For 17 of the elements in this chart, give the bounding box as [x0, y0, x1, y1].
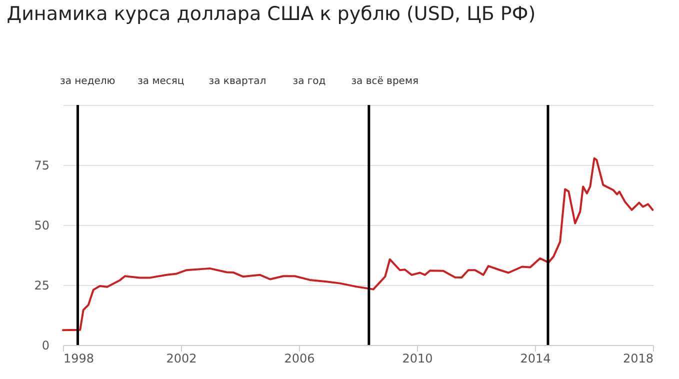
text: за месяц: [138, 76, 184, 87]
line-series: [62, 157, 654, 332]
x-tick-label: 1998: [64, 352, 94, 366]
y-tick-label: 25: [34, 278, 50, 292]
text: за год: [292, 76, 326, 87]
x-tick-label: 2006: [284, 352, 315, 366]
text: за квартал: [208, 76, 266, 87]
text: за всё время: [351, 76, 419, 87]
x-tick-label: 2002: [166, 352, 197, 366]
y-tick-label: 0: [42, 338, 50, 352]
y-tick-label: 75: [34, 158, 50, 172]
chart-title: Динамика курса доллара США к рублю (USD, ЦБ РФ): [6, 3, 536, 25]
text: за неделю: [60, 76, 116, 87]
y-tick-label: 50: [34, 218, 50, 232]
x-tick-label: 2010: [402, 352, 433, 366]
x-tick-label: 2018: [622, 352, 654, 366]
x-tick-label: 2014: [520, 352, 551, 366]
